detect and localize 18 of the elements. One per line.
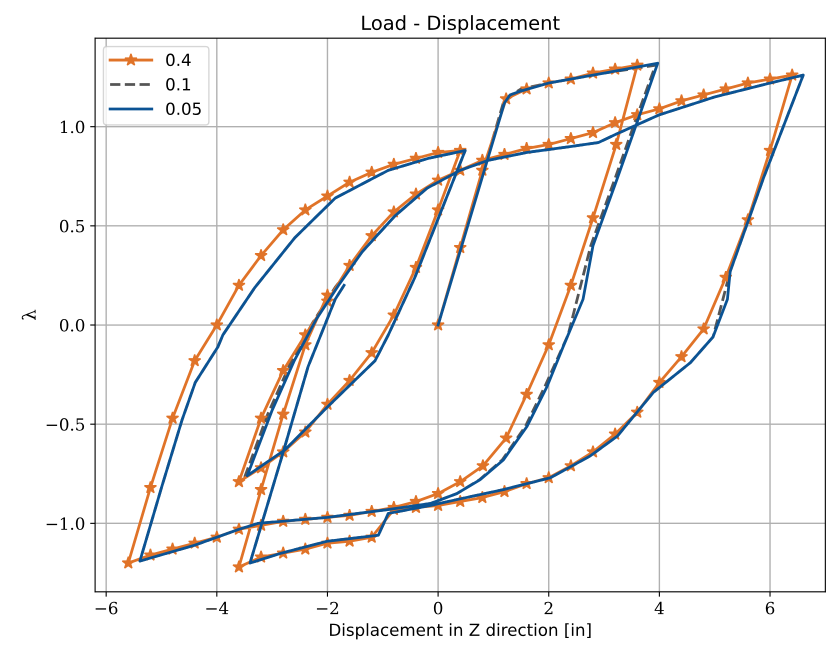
legend-label: 0.4 xyxy=(166,54,191,66)
x-tick-label: 0 xyxy=(434,602,442,614)
y-axis-title: λ xyxy=(22,310,36,320)
y-tick-label: 1.0 xyxy=(60,120,84,134)
x-tick-label: 2 xyxy=(544,602,552,614)
x-tick-label: −6 xyxy=(96,602,118,614)
x-tick-label: −2 xyxy=(316,602,338,614)
x-tick-label: −4 xyxy=(206,602,228,614)
y-tick-label: −0.5 xyxy=(46,418,84,431)
y-tick-label: −1.0 xyxy=(46,517,84,530)
x-axis-title: Displacement in Z direction [in] xyxy=(330,623,591,640)
chart-title: Load - Displacement xyxy=(362,15,560,34)
y-tick-label: 0.0 xyxy=(60,318,84,332)
legend-label: 0.1 xyxy=(166,78,190,91)
y-tick-label: 0.5 xyxy=(60,220,84,232)
x-tick-label: 6 xyxy=(766,602,774,614)
x-tick-label: 4 xyxy=(654,602,664,614)
legend-label: 0.05 xyxy=(166,102,201,116)
